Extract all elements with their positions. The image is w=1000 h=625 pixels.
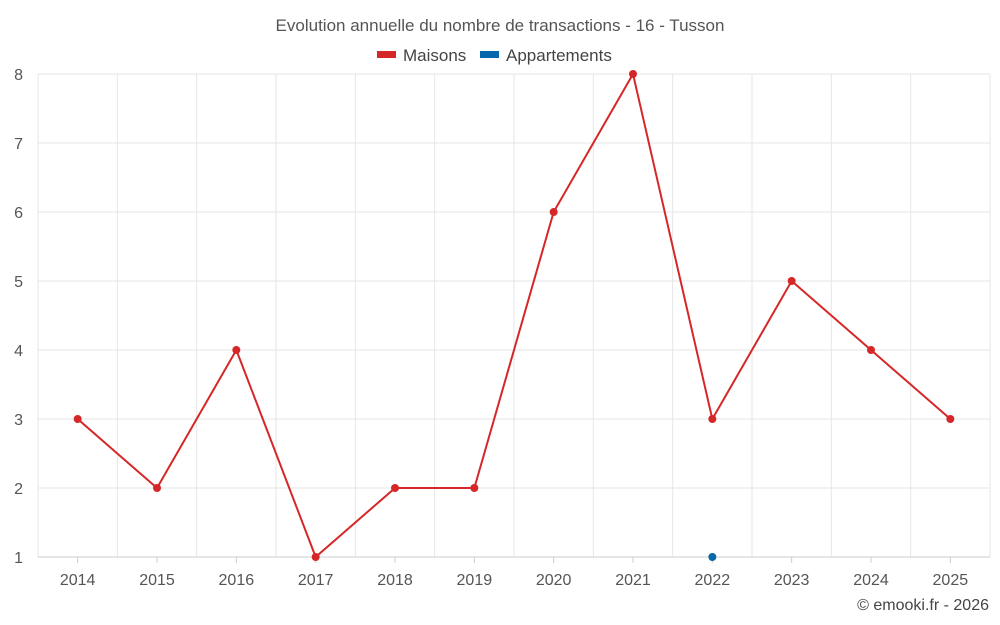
y-tick-label: 8	[14, 67, 23, 84]
y-tick-label: 2	[14, 481, 23, 498]
data-point-maisons[interactable]	[470, 484, 479, 492]
y-tick-label: 1	[14, 550, 23, 567]
data-point-maisons[interactable]	[946, 415, 955, 423]
legend-label-appartements[interactable]: Appartements	[506, 46, 612, 65]
data-point-maisons[interactable]	[311, 553, 320, 561]
y-tick-label: 4	[14, 343, 23, 360]
x-tick-label: 2022	[695, 572, 731, 589]
grid	[37, 73, 991, 557]
x-tick-label: 2025	[933, 572, 969, 589]
x-tick-label: 2017	[298, 572, 334, 589]
series-lines	[77, 73, 951, 558]
y-axis: 1 2 3 4 5 6 7 8	[14, 67, 23, 567]
data-point-maisons[interactable]	[708, 415, 717, 423]
y-tick-label: 7	[14, 136, 23, 153]
x-tick-label: 2019	[457, 572, 493, 589]
x-tick-label: 2024	[853, 572, 889, 589]
legend-label-maisons[interactable]: Maisons	[403, 46, 466, 65]
x-tick-label: 2020	[536, 572, 572, 589]
y-tick-label: 6	[14, 205, 23, 222]
legend: Maisons Appartements	[377, 46, 612, 65]
chart-title: Evolution annuelle du nombre de transact…	[276, 16, 725, 35]
legend-swatch-appartements	[480, 51, 499, 58]
series-line-maisons	[77, 73, 951, 558]
data-point-appartements[interactable]	[708, 553, 717, 561]
data-point-maisons[interactable]	[787, 277, 796, 285]
data-point-maisons[interactable]	[232, 346, 241, 354]
data-point-maisons[interactable]	[629, 70, 637, 78]
data-point-maisons[interactable]	[153, 484, 161, 492]
data-point-maisons[interactable]	[549, 208, 558, 216]
data-point-maisons[interactable]	[73, 415, 82, 423]
x-tick-label: 2015	[139, 572, 175, 589]
x-tick-label: 2018	[377, 572, 413, 589]
credit-text: © emooki.fr - 2026	[857, 597, 989, 614]
x-tick-label: 2016	[219, 572, 255, 589]
x-tick-label: 2023	[774, 572, 810, 589]
y-tick-label: 3	[14, 412, 23, 429]
x-tick-label: 2014	[60, 572, 96, 589]
x-tick-label: 2021	[615, 572, 651, 589]
x-axis: 2014 2015 2016 2017 2018 2019 2020 2021 2022 2023…	[38, 556, 990, 589]
data-point-maisons[interactable]	[391, 484, 399, 492]
data-point-maisons[interactable]	[867, 346, 875, 354]
series-points	[73, 70, 955, 561]
legend-swatch-maisons	[377, 51, 396, 58]
y-tick-label: 5	[14, 274, 23, 291]
